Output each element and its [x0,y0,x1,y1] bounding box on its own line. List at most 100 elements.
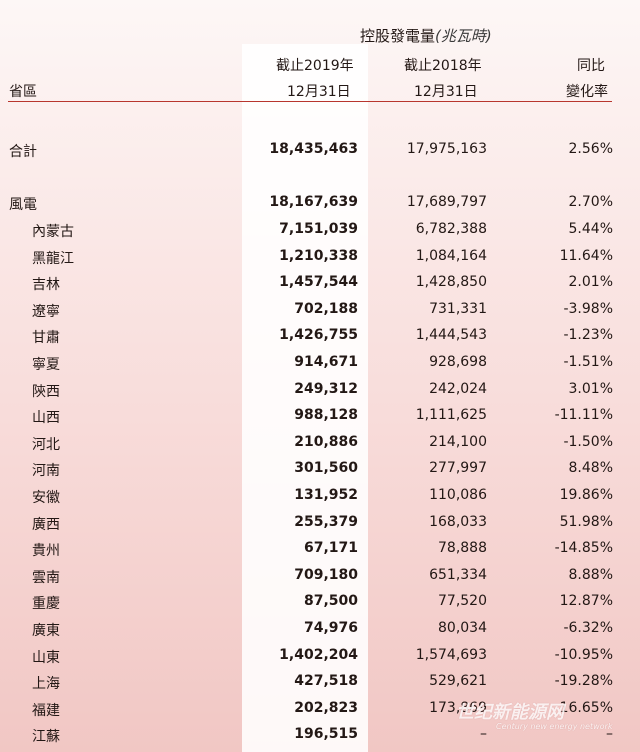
value-2019: 18,167,639 [269,194,358,210]
value-2018: 17,975,163 [406,141,487,157]
table-row: 黑龍江 1,210,338 1,084,164 11.64% [0,245,640,271]
table-row: 陝西 249,312 242,024 3.01% [0,378,640,404]
value-2018: 242,024 [429,380,487,397]
table-row: 雲南 709,180 651,334 8.88% [0,564,640,590]
row-label: 山東 [32,649,60,666]
value-2019: 255,379 [294,513,358,530]
change-rate: 19.86% [559,487,613,503]
value-2018: 80,034 [438,620,487,636]
table-row: 重慶 87,500 77,520 12.87% [0,590,640,616]
value-2019: 18,435,463 [269,141,358,157]
row-label: 河南 [32,463,60,480]
value-2018: 651,334 [429,566,487,583]
table-row: 安徽 131,952 110,086 19.86% [0,484,640,510]
row-label: 福建 [32,702,60,719]
table-row: 山東 1,402,204 1,574,693 -10.95% [0,644,640,670]
row-label: 甘肅 [32,330,60,347]
col-change-header-line2: 變化率 [566,84,608,100]
row-label: 雲南 [32,569,60,586]
table-row: 吉林 1,457,544 1,428,850 2.01% [0,271,640,297]
table-row: 內蒙古 7,151,039 6,782,388 5.44% [0,218,640,244]
value-2019: 914,671 [294,354,358,370]
total-row: 合計 18,435,463 17,975,163 2.56% [0,138,640,164]
value-2018: 1,574,693 [415,646,487,663]
change-rate: 3.01% [568,380,613,397]
table-row: 上海 427,518 529,621 -19.28% [0,670,640,696]
row-label: 重慶 [32,596,60,613]
value-2019: 988,128 [294,407,358,424]
header-divider [8,101,612,102]
row-label: 貴州 [32,543,60,560]
change-rate: 2.01% [568,274,613,291]
value-2018: 77,520 [438,593,487,610]
value-2018: 173,869 [429,699,487,716]
change-rate: -3.98% [563,300,613,317]
value-2018: 928,698 [429,354,487,370]
unit-label: (兆瓦時) [435,27,492,45]
col-province-header: 省區 [9,84,37,100]
row-label: 遼寧 [32,303,60,320]
table-row: 廣西 255,379 168,033 51.98% [0,511,640,537]
row-label: 廣東 [32,623,60,639]
col-2019-header-line2: 12月31日 [287,84,351,100]
value-2018: 277,997 [429,460,487,477]
table-row: 貴州 67,171 78,888 -14.85% [0,537,640,563]
table-row: 山西 988,128 1,111,625 -11.11% [0,404,640,430]
col-2018-header-line1: 截止2018年 [404,58,482,74]
group-title: 控股發電量(兆瓦時) [360,27,492,45]
col-2019-header-line1: 截止2019年 [276,58,354,74]
value-2018: – [480,726,487,743]
value-2018: 168,033 [429,513,487,530]
value-2019: 709,180 [294,566,358,583]
change-rate: 12.87% [559,593,613,610]
value-2019: 702,188 [294,300,358,317]
col-2018-header-line2: 12月31日 [414,84,478,100]
value-2018: 78,888 [438,540,487,557]
row-label: 安徽 [32,490,60,506]
value-2019: 202,823 [294,699,358,716]
value-2019: 196,515 [294,726,358,743]
value-2018: 6,782,388 [415,221,487,237]
row-label: 吉林 [32,277,60,294]
row-label: 上海 [32,676,60,693]
row-label: 廣西 [32,516,60,533]
value-2019: 1,457,544 [279,274,358,291]
change-rate: 8.48% [568,460,613,477]
row-label: 合計 [9,144,37,160]
col-change-header-line1: 同比 [577,58,605,74]
value-2019: 249,312 [294,380,358,397]
value-2019: 7,151,039 [279,221,358,237]
wind-row: 風電 18,167,639 17,689,797 2.70% [0,191,640,217]
row-label: 江蘇 [32,729,60,746]
value-2019: 1,426,755 [279,327,358,344]
table-row: 甘肅 1,426,755 1,444,543 -1.23% [0,324,640,350]
value-2019: 1,402,204 [279,646,358,663]
table-row: 廣東 74,976 80,034 -6.32% [0,617,640,643]
table-row: 福建 202,823 173,869 16.65% [0,697,640,723]
change-rate: -19.28% [554,673,613,690]
row-label: 陝西 [32,383,60,400]
value-2019: 67,171 [303,540,358,557]
highlight-column-2019 [242,44,368,752]
change-rate: -10.95% [554,646,613,663]
row-label: 黑龍江 [32,250,74,267]
change-rate: 2.70% [568,194,613,210]
change-rate: -1.51% [563,354,613,370]
change-rate: 11.64% [559,247,613,264]
value-2019: 131,952 [294,487,358,503]
value-2019: 210,886 [294,433,358,450]
change-rate: 2.56% [568,141,613,157]
change-rate: -1.23% [563,327,613,344]
table-row: 江蘇 196,515 – – [0,723,640,749]
change-rate: -6.32% [563,620,613,636]
change-rate: -14.85% [554,540,613,557]
value-2019: 427,518 [294,673,358,690]
table-row: 河北 210,886 214,100 -1.50% [0,431,640,457]
value-2019: 301,560 [294,460,358,477]
row-label: 寧夏 [32,357,60,373]
value-2018: 17,689,797 [406,194,487,210]
change-rate: -1.50% [563,433,613,450]
value-2018: 1,084,164 [415,247,487,264]
value-2018: 1,444,543 [415,327,487,344]
value-2019: 87,500 [303,593,358,610]
